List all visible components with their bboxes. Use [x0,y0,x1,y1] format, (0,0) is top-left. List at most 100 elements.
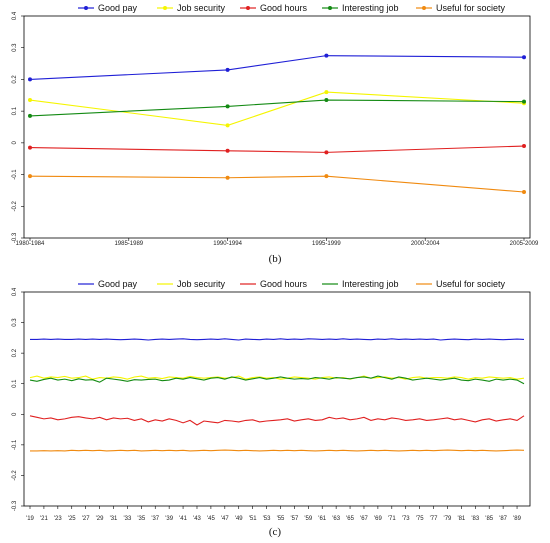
x-tick-label: '79 [444,516,452,522]
data-point [225,175,230,180]
x-tick-label: '31 [110,516,118,522]
figure-caption: (b) [269,253,282,265]
data-point [522,190,526,195]
x-tick-label: '25 [68,516,76,522]
x-tick-label: '57 [290,516,298,522]
x-tick-label: '29 [96,516,104,522]
y-tick-label: -0.2 [12,200,18,211]
data-point [28,145,32,150]
x-tick-label: '67 [360,516,368,522]
y-tick-label: 0.2 [12,75,18,84]
y-tick-label: 0.1 [12,379,18,388]
data-point [324,90,329,95]
x-tick-label: '89 [513,516,521,522]
legend-entry: Useful for society [436,279,506,289]
data-point [28,98,32,103]
x-tick-label: '55 [277,516,285,522]
legend-marker [328,6,332,10]
x-tick-label: '45 [207,516,215,522]
x-tick-label: '71 [388,516,396,522]
series-line [29,99,525,117]
x-tick-label: '23 [54,516,62,522]
x-tick-label: '41 [179,516,187,522]
legend-entry: Good hours [260,3,308,13]
legend-entry: Interesting job [342,3,399,13]
legend-entry: Job security [177,3,226,13]
x-tick-label: '37 [151,516,159,522]
data-point [225,148,230,153]
x-tick-label: '19 [26,516,34,522]
y-tick-label: 0.2 [12,348,18,357]
legend-marker [422,6,426,10]
legend-entry: Good pay [98,3,138,13]
y-tick-label: -0.3 [12,232,18,243]
series-line [30,449,525,452]
series-line [30,338,525,341]
data-point [28,113,32,118]
series-line [29,375,525,380]
data-point [28,174,32,179]
x-tick-label: '53 [263,516,271,522]
y-tick-label: 0.4 [12,287,18,296]
x-tick-label: 1990-1994 [213,241,242,247]
x-tick-label: '83 [471,516,479,522]
x-tick-label: '61 [318,516,326,522]
legend-entry: Useful for society [436,3,506,13]
series-line [29,145,525,153]
x-tick-label: 1985-1989 [114,241,143,247]
x-tick-label: '27 [82,516,90,522]
y-tick-label: 0 [12,412,18,416]
data-point [522,99,526,104]
x-tick-label: '43 [193,516,201,522]
legend-marker [246,6,250,10]
legend-marker [84,6,88,10]
figure-caption: (c) [269,526,282,538]
x-tick-label: 2005-2009 [510,241,539,247]
plot-frame [23,291,531,507]
x-tick-label: '39 [165,516,173,522]
x-tick-label: '33 [123,516,131,522]
data-point [324,98,329,103]
y-tick-label: 0.3 [12,43,18,52]
x-tick-label: 1980-1984 [16,241,45,247]
series-line [29,91,525,126]
x-tick-label: '59 [304,516,312,522]
series-line [29,175,525,193]
x-tick-label: '75 [416,516,424,522]
legend-entry: Good pay [98,279,138,289]
y-tick-label: -0.1 [12,439,18,450]
x-tick-label: '77 [430,516,438,522]
y-tick-label: 0 [12,141,18,145]
series-line [29,415,525,426]
series-line [29,55,525,80]
data-point [522,144,526,149]
x-tick-label: '81 [457,516,465,522]
legend-entry: Job security [177,279,226,289]
y-tick-label: 0.1 [12,106,18,115]
data-point [28,77,32,82]
data-point [324,53,329,58]
data-point [522,55,526,60]
x-tick-label: '49 [235,516,243,522]
legend-marker [163,6,167,10]
x-tick-label: '47 [221,516,229,522]
x-tick-label: 1995-1999 [312,241,341,247]
x-tick-label: '87 [499,516,507,522]
y-tick-label: -0.3 [12,500,18,511]
x-tick-label: '51 [249,516,257,522]
legend-entry: Interesting job [342,279,399,289]
x-tick-label: '21 [40,516,48,522]
x-tick-label: '63 [332,516,340,522]
x-tick-label: 2000-2004 [411,241,440,247]
series-line [29,375,525,385]
chart-panel-c: 0.4 0.3 0.2 0.1 0 -0.1 -0.2 -0.3 '19 '21 '23 '25 '27… [12,279,531,538]
x-tick-label: '73 [402,516,410,522]
x-tick-label: '65 [346,516,354,522]
x-tick-label: '85 [485,516,493,522]
x-tick-label: '69 [374,516,382,522]
x-tick-label: '35 [137,516,145,522]
data-point [324,150,329,155]
